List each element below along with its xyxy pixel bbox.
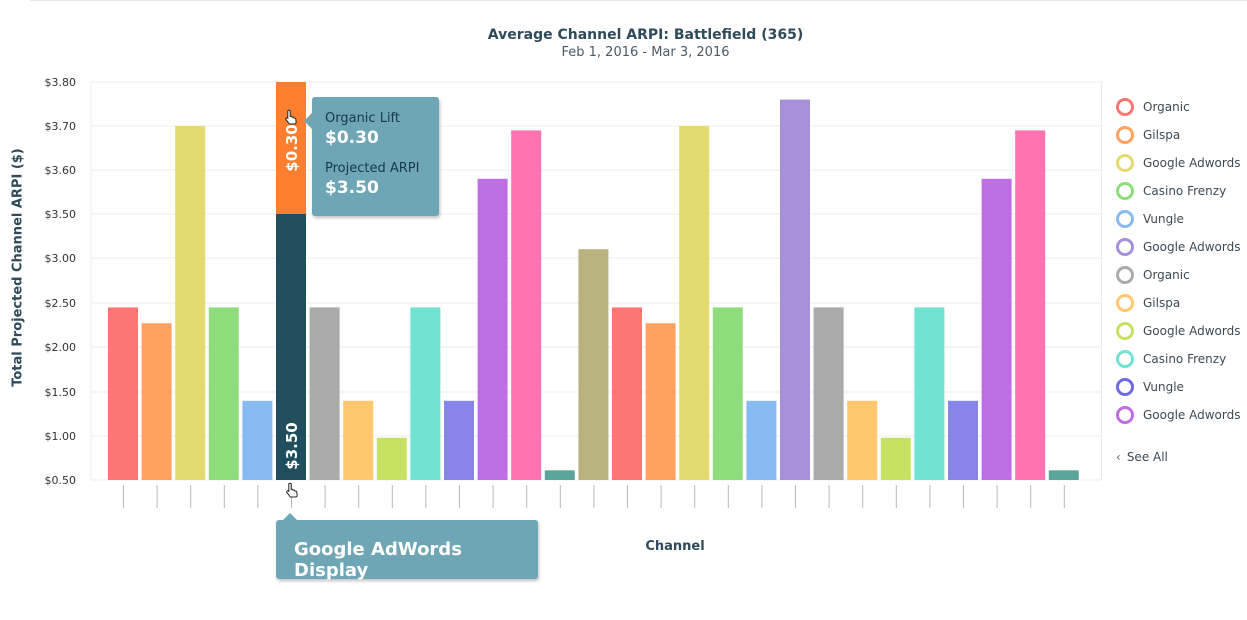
bar[interactable] [847,400,878,480]
x-axis-label: Channel [645,539,705,554]
y-tick-label: $3.60 [45,164,77,177]
top-divider [30,0,1247,1]
legend-label: Casino Frenzy [1143,352,1227,366]
bar[interactable] [343,400,374,480]
legend-label: Gilspa [1143,128,1181,142]
legend-label: Vungle [1143,212,1184,226]
legend-swatch [1116,406,1134,424]
legend-label: Google Adwords [1143,324,1241,338]
legend-item[interactable]: Google Adwords [1116,321,1241,341]
legend-swatch [1116,154,1134,172]
legend-swatch [1116,378,1134,396]
bar[interactable] [141,323,172,480]
legend-swatch [1116,266,1134,284]
bar[interactable] [578,249,609,480]
bar[interactable] [645,323,676,480]
legend-item[interactable]: Google Adwords [1116,153,1241,173]
bar-stack-segment[interactable] [276,82,306,214]
bars: $0.30 $3.50 [108,82,1079,481]
bar[interactable] [477,178,508,481]
bar[interactable] [981,178,1012,481]
bar[interactable] [208,307,239,480]
legend-label: Organic [1143,100,1190,114]
bar[interactable] [376,437,407,480]
bar[interactable] [410,307,441,480]
bar[interactable] [914,307,945,480]
hand-pointer-icon [286,482,298,498]
tooltip-lift-label: Organic Lift [325,111,400,126]
bar-value-label: $3.50 [283,422,301,469]
bar[interactable] [948,400,978,480]
axis-tooltip-label: Google AdWords Display [294,539,462,581]
legend-item[interactable]: Vungle [1116,377,1184,397]
legend-item[interactable]: Gilspa [1116,125,1180,145]
chevron-left-icon: ‹ [1116,450,1121,464]
bar[interactable] [175,126,206,480]
legend-item[interactable]: Google Adwords [1116,405,1241,425]
x-tick-marks [123,485,1065,508]
legend-swatch [1116,126,1134,144]
legend-item[interactable]: Vungle [1116,209,1184,229]
legend-label: Google Adwords [1143,240,1241,254]
legend-swatch [1116,322,1134,340]
legend-swatch [1116,350,1134,368]
legend-label: Casino Frenzy [1143,184,1227,198]
bar-stack-label: $0.30 [283,124,301,171]
tooltip-lift-value: $0.30 [325,128,379,148]
legend-swatch [1116,182,1134,200]
bar[interactable] [1015,130,1046,480]
legend: Organic Gilspa Google Adwords Casino Frenzy… [1101,82,1247,480]
legend-label: Organic [1143,268,1190,282]
legend-item[interactable]: Google Adwords [1116,237,1241,257]
legend-item[interactable]: Organic [1116,97,1190,117]
bar[interactable] [1048,470,1079,480]
legend-label: Vungle [1143,380,1184,394]
chart-title: Average Channel ARPI: Battlefield (365) [487,27,804,43]
bar[interactable] [108,307,138,480]
see-all-label: See All [1126,450,1168,464]
legend-item[interactable]: Casino Frenzy [1116,349,1226,369]
legend-item[interactable]: Gilspa [1116,293,1180,313]
bar[interactable] [780,99,810,480]
legend-label: Gilspa [1143,296,1181,310]
y-tick-label: $0.50 [45,474,77,487]
bar[interactable] [511,130,542,480]
legend-label: Google Adwords [1143,408,1241,422]
y-tick-label: $3.50 [45,208,77,221]
legend-item[interactable]: Casino Frenzy [1116,181,1226,201]
y-tick-label: $2.50 [45,297,77,310]
bar[interactable] [544,470,575,480]
bar[interactable] [880,437,911,480]
bar[interactable] [242,400,273,480]
axis-category-tooltip: Google AdWords Display [276,513,538,581]
y-tick-label: $3.80 [45,76,77,89]
y-tick-label: $1.00 [45,430,77,443]
legend-swatch [1116,98,1134,116]
bar[interactable] [444,400,474,480]
y-tick-label: $3.70 [45,120,77,133]
legend-item[interactable]: Organic [1116,265,1190,285]
tooltip-arpi-value: $3.50 [325,178,379,198]
legend-label: Google Adwords [1143,156,1241,170]
bar-chart: $0.50 $1.00 $1.50 $2.00 $2.50 $3.00 $3.50 $3.60… [45,76,1101,508]
bar[interactable] [309,307,340,480]
bar[interactable] [276,214,306,480]
bar[interactable] [746,400,777,480]
y-tick-label: $3.00 [45,252,77,265]
bar-tooltip: Organic Lift $0.30 Projected ARPI $3.50 [304,97,439,216]
hand-pointer-icon [285,109,297,125]
legend-swatch [1116,210,1134,228]
bar[interactable] [813,307,844,480]
legend-swatch [1116,238,1134,256]
y-tick-label: $1.50 [45,386,77,399]
see-all-link[interactable]: ‹ See All [1116,450,1168,464]
bar[interactable] [712,307,743,480]
y-tick-labels: $0.50 $1.00 $1.50 $2.00 $2.50 $3.00 $3.50 $3.60… [45,76,77,487]
chart-subtitle: Feb 1, 2016 - Mar 3, 2016 [561,45,730,60]
legend-swatch [1116,294,1134,312]
bar[interactable] [612,307,642,480]
tooltip-arpi-label: Projected ARPI [325,161,420,176]
y-tick-label: $2.00 [45,341,77,354]
bar[interactable] [679,126,710,480]
